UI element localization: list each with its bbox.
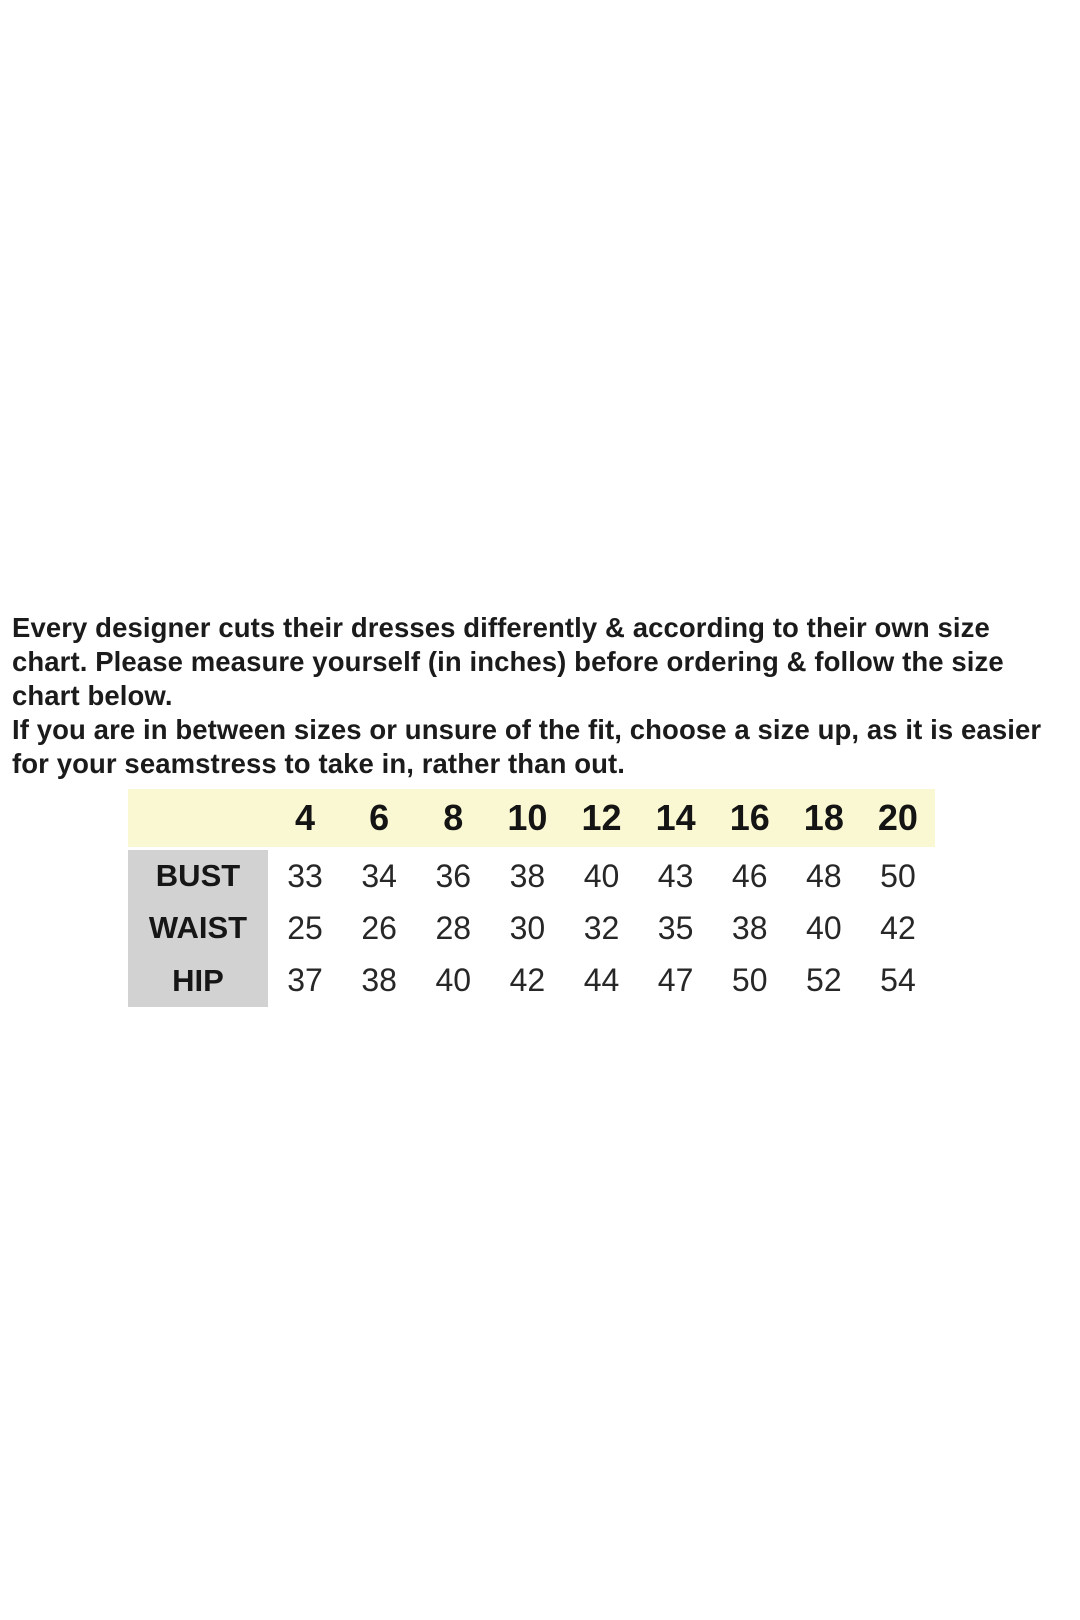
hip-value-cell: 38	[361, 962, 397, 999]
sizing-instructions: Every designer cuts their dresses differ…	[12, 611, 1062, 781]
hip-value-cell: 54	[880, 962, 916, 999]
size-header-cell: 6	[369, 797, 390, 838]
hip-value-cell: 52	[806, 962, 842, 999]
hip-value-cell: 37	[287, 962, 323, 999]
hip-value-cell: 50	[731, 962, 768, 999]
size-header-cell: 20	[877, 797, 918, 838]
size-chart-body: BUST 33 34 36 38 40 43 46 48 50 WAIST 25…	[128, 850, 935, 1007]
size-header-cell: 16	[729, 797, 770, 838]
waist-value-cell: 38	[731, 909, 768, 946]
instructions-line: chart. Please measure yourself (in inche…	[12, 646, 1004, 677]
bust-value-cell: 36	[435, 857, 472, 894]
size-header-cell: 10	[507, 797, 548, 838]
hip-value-cell: 40	[435, 962, 472, 999]
waist-value-cell: 35	[657, 909, 694, 946]
waist-value-cell: 25	[287, 909, 323, 946]
size-header-cell: 8	[443, 797, 464, 838]
bust-value-cell: 50	[880, 857, 916, 894]
size-header-cell: 4	[295, 797, 316, 838]
hip-value-cell: 44	[583, 962, 620, 999]
waist-value-cell: 28	[435, 909, 472, 946]
waist-value-cell: 30	[509, 909, 546, 946]
size-header-cell: 12	[581, 797, 622, 838]
bust-value-cell: 40	[583, 857, 620, 894]
size-header-cell: 14	[655, 797, 696, 838]
size-header-corner-cell	[128, 789, 268, 847]
hip-value-cell: 47	[657, 962, 694, 999]
bust-value-cell: 33	[287, 857, 323, 894]
row-label-hip: HIP	[128, 954, 268, 1007]
bust-value-cell: 34	[361, 857, 397, 894]
waist-value-cell: 42	[880, 909, 916, 946]
size-chart-table: 4 6 8 10 12 14 16 18 20 BUST 33 34 36 38…	[128, 789, 935, 1007]
bust-value-cell: 38	[509, 857, 546, 894]
instructions-line: for your seamstress to take in, rather t…	[12, 748, 626, 779]
row-label-waist: WAIST	[128, 902, 268, 955]
waist-value-cell: 32	[583, 909, 620, 946]
instructions-line: chart below.	[12, 680, 173, 711]
hip-value-cell: 42	[509, 962, 546, 999]
row-label-bust: BUST	[128, 850, 268, 903]
size-header-row: 4 6 8 10 12 14 16 18 20	[128, 789, 935, 847]
waist-value-cell: 26	[361, 909, 397, 946]
bust-value-cell: 46	[731, 857, 768, 894]
bust-value-cell: 48	[806, 857, 842, 894]
bust-value-cell: 43	[657, 857, 694, 894]
size-header-cell: 18	[803, 797, 844, 838]
instructions-line: Every designer cuts their dresses differ…	[12, 612, 990, 643]
waist-value-cell: 40	[806, 909, 842, 946]
instructions-line: If you are in between sizes or unsure of…	[12, 714, 1042, 745]
